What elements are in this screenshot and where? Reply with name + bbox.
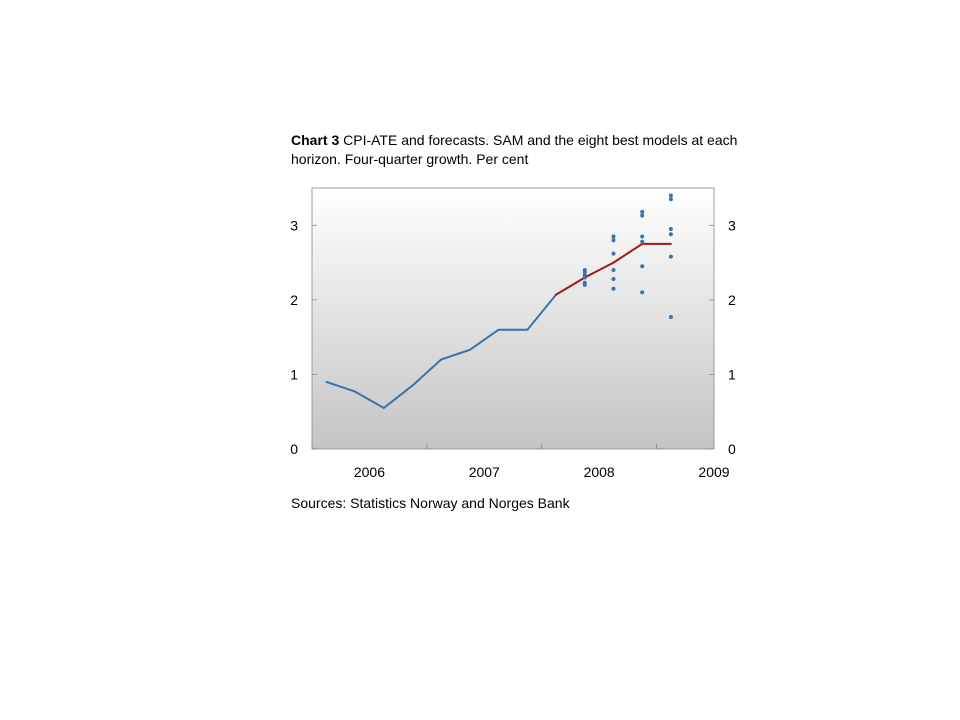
y-tick-label-right: 0 — [728, 441, 736, 457]
y-tick-label-left: 1 — [290, 366, 298, 382]
forecast-point — [668, 197, 673, 202]
forecast-point — [582, 273, 587, 278]
forecast-point — [582, 280, 587, 285]
series-layer — [325, 242, 672, 409]
forecast-point — [640, 209, 645, 214]
x-tick-label: 2008 — [584, 464, 615, 480]
chart-source: Sources: Statistics Norway and Norges Ba… — [291, 495, 570, 511]
forecast-point — [640, 264, 645, 269]
forecast-point — [582, 268, 587, 272]
forecast-point — [611, 286, 616, 291]
forecast-point — [668, 232, 673, 237]
forecast-point — [611, 277, 616, 281]
forecast-point — [668, 254, 673, 259]
forecast-points-layer — [582, 193, 673, 319]
y-tick-label-right: 3 — [728, 217, 736, 233]
forecast-point — [640, 290, 645, 295]
axes: 0 1 2 3 0 1 2 3 2006 2007 2008 2009 — [290, 217, 736, 480]
forecast-point — [611, 268, 616, 272]
forecast-point — [611, 238, 616, 243]
y-tick-label-left: 3 — [290, 217, 298, 233]
forecast-point — [668, 193, 673, 198]
y-tick-label-right: 1 — [728, 366, 736, 382]
x-tick-label: 2006 — [354, 464, 385, 480]
forecast-point — [668, 315, 673, 319]
forecast-point — [668, 227, 673, 231]
chart-title-lead: Chart 3 — [291, 132, 340, 148]
y-tick-label-right: 2 — [728, 292, 736, 308]
chart-title-text: CPI-ATE and forecasts. SAM and the eight… — [291, 132, 738, 167]
x-tick-label: 2009 — [698, 464, 729, 480]
series-line-2 — [555, 242, 672, 296]
forecast-point — [640, 213, 645, 218]
forecast-point — [611, 251, 616, 256]
y-tick-label-left: 2 — [290, 292, 298, 308]
series-line-1 — [325, 293, 558, 409]
forecast-point — [611, 234, 616, 239]
plot-area — [311, 187, 715, 450]
x-tick-label: 2007 — [469, 464, 500, 480]
chart-title: Chart 3 CPI-ATE and forecasts. SAM and t… — [291, 131, 761, 169]
y-tick-label-left: 0 — [290, 441, 298, 457]
forecast-point — [640, 234, 645, 239]
forecast-point — [640, 239, 645, 244]
